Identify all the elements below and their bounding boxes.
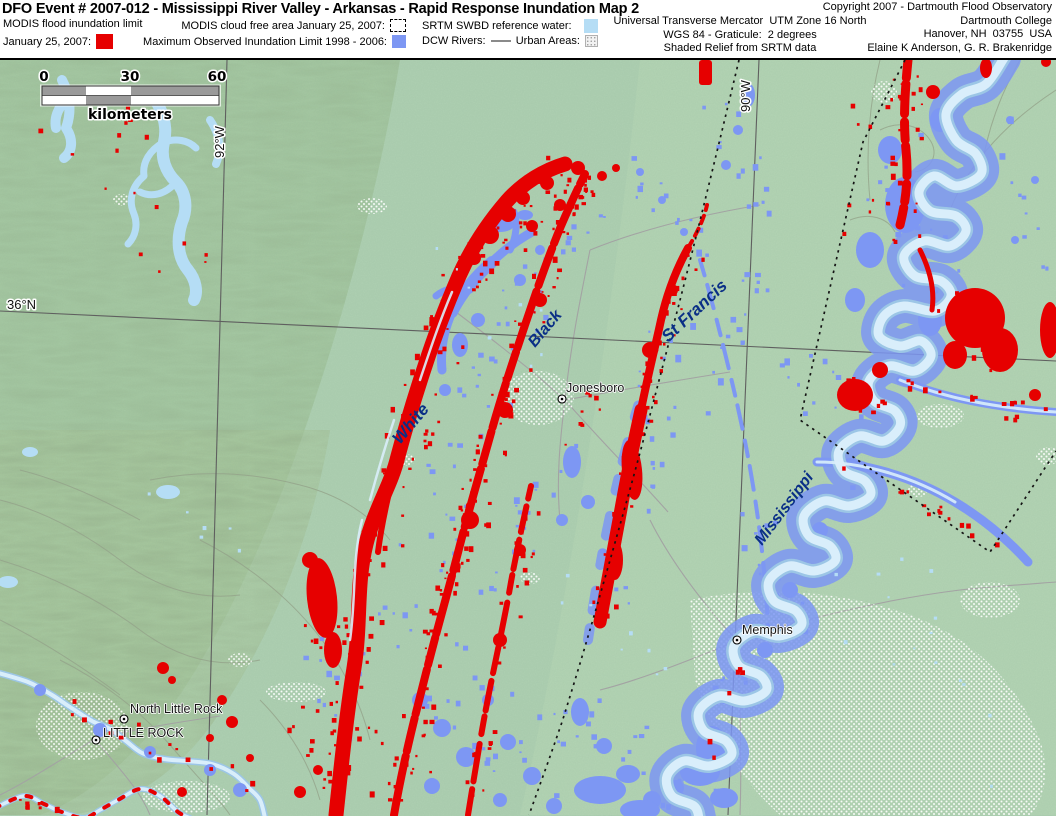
map-header: DFO Event # 2007-012 - Mississippi River… [0,0,1056,60]
projection-info: Universal Transverse Mercator UTM Zone 1… [590,15,890,56]
longitude-west-label: 92°W [212,125,227,158]
north-little-rock-town-symbol [119,714,129,724]
reference-water-layer [0,75,269,816]
legend-modis-flood-label-line2: January 25, 2007: [3,35,92,48]
cloud-free-boundary [528,60,1056,816]
map-title: DFO Event # 2007-012 - Mississippi River… [2,1,639,17]
legend-dcw-rivers-label: DCW Rivers: [422,35,486,47]
legend-cloud-free: MODIS cloud free area January 25, 2007: [110,19,406,32]
little-rock-town-symbol [91,735,101,745]
projection-line: Universal Transverse Mercator UTM Zone 1… [613,15,867,27]
credits-block: Copyright 2007 - Dartmouth Flood Observa… [823,1,1052,55]
legend-max-inundation: Maximum Observed Inundation Limit 1998 -… [110,35,406,48]
legend-modis-flood-date: January 25, 2007: [3,34,114,49]
max-inundation-blue-swatch [392,35,406,48]
legend-modis-flood-label-line1: MODIS flood inundation limit [3,18,143,30]
longitude-east-label: 90°W [738,79,753,112]
scale-bar-checkerboard [40,84,221,107]
north-little-rock-label: North Little Rock [130,702,223,716]
latitude-label: 36°N [7,297,36,312]
legend-max-inundation-label: Maximum Observed Inundation Limit 1998 -… [143,35,387,48]
legend-srtm-water: SRTM SWBD reference water: [422,19,598,33]
credit-line: Copyright 2007 - Dartmouth Flood Observa… [822,1,1052,13]
legend-dcw-urban: DCW Rivers: Urban Areas: [422,35,598,47]
scale-bar: 0 30 60 kilometers [38,68,228,125]
cloud-free-dashed-swatch [390,19,406,32]
jonesboro-town-symbol [557,394,567,404]
map-image: 36°N 92°W 90°W White Black St Francis Mi… [0,60,1056,816]
legend-cloud-free-label: MODIS cloud free area January 25, 2007: [181,19,385,32]
credit-line: Hanover, NH 03755 USA [923,28,1052,40]
small-water-specks [147,247,993,788]
flood-red-layer [19,60,1056,816]
projection-line: WGS 84 - Graticule: 2 degrees [663,28,817,41]
scale-tick-0: 0 [39,69,48,85]
reference-water-swatch [584,19,598,33]
jonesboro-label: Jonesboro [566,381,624,395]
legend-srtm-water-label: SRTM SWBD reference water: [422,20,572,32]
dcw-river-line-swatch [490,40,511,42]
urban-areas-swatch [585,35,598,47]
legend-urban-areas-label: Urban Areas: [515,35,580,47]
projection-line: Shaded Relief from SRTM data [663,42,817,55]
credit-line: Elaine K Anderson, G. R. Brakenridge [867,41,1052,54]
little-rock-label: LITTLE ROCK [103,726,184,740]
memphis-label: Memphis [742,623,793,637]
memphis-town-symbol [732,635,742,645]
scale-tick-30: 30 [121,69,140,85]
legend-modis-flood: MODIS flood inundation limit [3,18,142,30]
scale-tick-60: 60 [208,69,227,85]
flood-red-swatch [96,34,114,49]
credit-line: Dartmouth College [960,14,1052,27]
scale-unit-label: kilometers [88,107,172,123]
